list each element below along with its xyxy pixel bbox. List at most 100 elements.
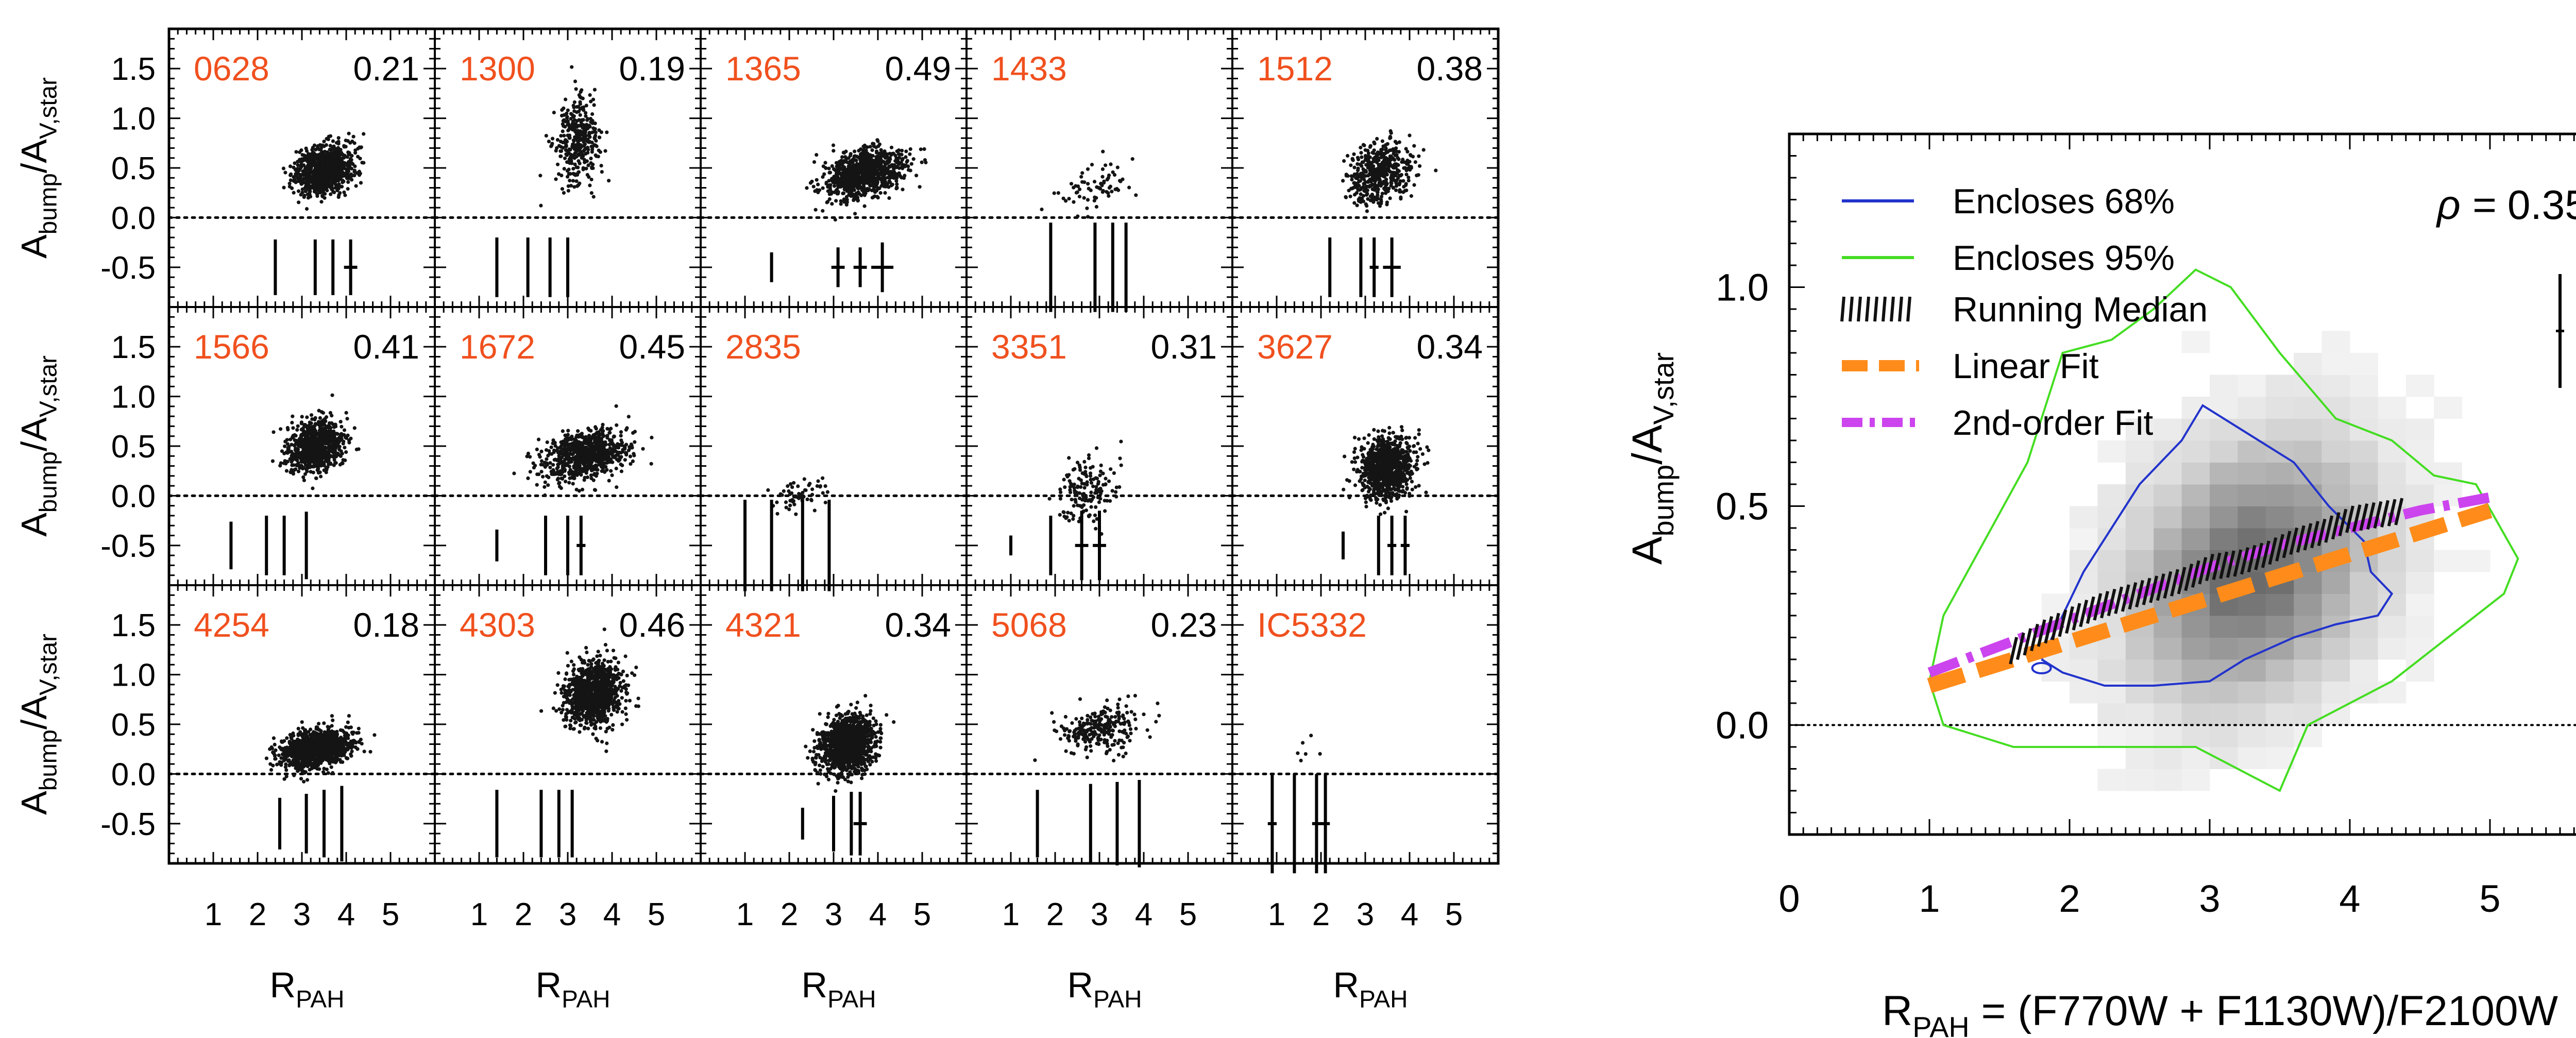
data-point [324, 175, 328, 179]
data-point [892, 167, 896, 172]
data-point [1388, 135, 1393, 140]
data-point [1075, 461, 1080, 465]
data-point [571, 166, 575, 171]
data-point [342, 164, 346, 168]
data-point [1384, 180, 1388, 184]
data-point [1382, 162, 1386, 166]
data-point [562, 191, 566, 195]
data-point [867, 160, 871, 164]
data-point [1388, 129, 1393, 133]
data-point [300, 153, 304, 157]
data-point [833, 217, 837, 222]
data-point [340, 461, 344, 465]
data-point [594, 153, 598, 157]
data-point [1395, 141, 1399, 145]
galaxy-label: 2835 [725, 328, 801, 366]
data-point [1105, 178, 1109, 182]
data-point [341, 458, 345, 462]
data-point [856, 172, 861, 176]
data-point [626, 415, 631, 419]
galaxy-label: 0628 [194, 49, 269, 88]
data-point [836, 166, 840, 171]
data-point [571, 138, 575, 142]
data-point [858, 181, 862, 185]
data-point [1372, 148, 1376, 152]
data-point [289, 437, 293, 441]
data-point [846, 176, 850, 181]
data-point [345, 155, 349, 159]
data-point [347, 162, 351, 166]
data-point [310, 184, 315, 188]
data-point [305, 469, 309, 473]
data-point [344, 450, 348, 454]
data-point [827, 183, 832, 187]
data-point [327, 444, 331, 448]
data-point [857, 148, 861, 153]
data-point [1344, 195, 1348, 199]
data-point [876, 175, 880, 179]
data-point [328, 411, 333, 415]
data-point [818, 485, 822, 489]
data-point [611, 460, 615, 464]
data-point [1072, 514, 1076, 518]
data-point [566, 433, 570, 437]
data-point [1384, 171, 1388, 175]
data-point [330, 421, 334, 426]
data-point [591, 445, 596, 449]
data-point [1058, 487, 1062, 491]
data-point [591, 195, 596, 199]
data-point [580, 88, 584, 92]
data-point [325, 185, 329, 190]
data-point [1094, 205, 1098, 209]
data-point [311, 439, 316, 444]
data-point [623, 458, 627, 462]
data-point [1072, 504, 1076, 508]
data-point [291, 426, 295, 430]
data-point [325, 467, 329, 471]
data-point [294, 467, 298, 471]
data-point [1353, 172, 1358, 177]
data-point [870, 172, 874, 176]
data-point [528, 470, 532, 474]
data-point [581, 435, 585, 439]
data-point [586, 145, 590, 150]
data-point [294, 150, 298, 154]
data-point [1376, 188, 1380, 192]
data-point [1359, 145, 1363, 150]
data-point [329, 436, 333, 440]
data-point [1368, 145, 1372, 149]
data-point [573, 162, 577, 166]
data-point [594, 440, 598, 444]
data-point [1107, 173, 1111, 177]
data-point [918, 185, 922, 189]
data-point [334, 446, 338, 450]
data-point [325, 182, 329, 186]
data-point [840, 167, 844, 172]
data-point [354, 447, 359, 452]
data-point [919, 147, 923, 151]
data-point [815, 484, 819, 488]
data-point [841, 171, 845, 175]
data-point [554, 177, 558, 181]
data-point [796, 484, 800, 488]
data-point [558, 149, 563, 153]
data-point [1089, 490, 1093, 495]
data-point [592, 103, 596, 107]
data-point [353, 164, 357, 168]
data-point [1354, 184, 1359, 188]
data-point [304, 177, 308, 181]
data-point [291, 436, 295, 440]
data-point [612, 435, 616, 439]
panel-3351: 3351 0.31 [965, 328, 1234, 581]
data-point [1404, 147, 1408, 151]
data-point [612, 450, 616, 454]
data-point [830, 202, 834, 206]
data-point [1397, 182, 1401, 186]
data-point [818, 188, 822, 192]
data-point [334, 454, 338, 458]
data-point [649, 462, 653, 466]
data-point [810, 179, 814, 183]
data-point [546, 483, 550, 487]
data-point [565, 116, 569, 120]
data-point [548, 461, 552, 465]
